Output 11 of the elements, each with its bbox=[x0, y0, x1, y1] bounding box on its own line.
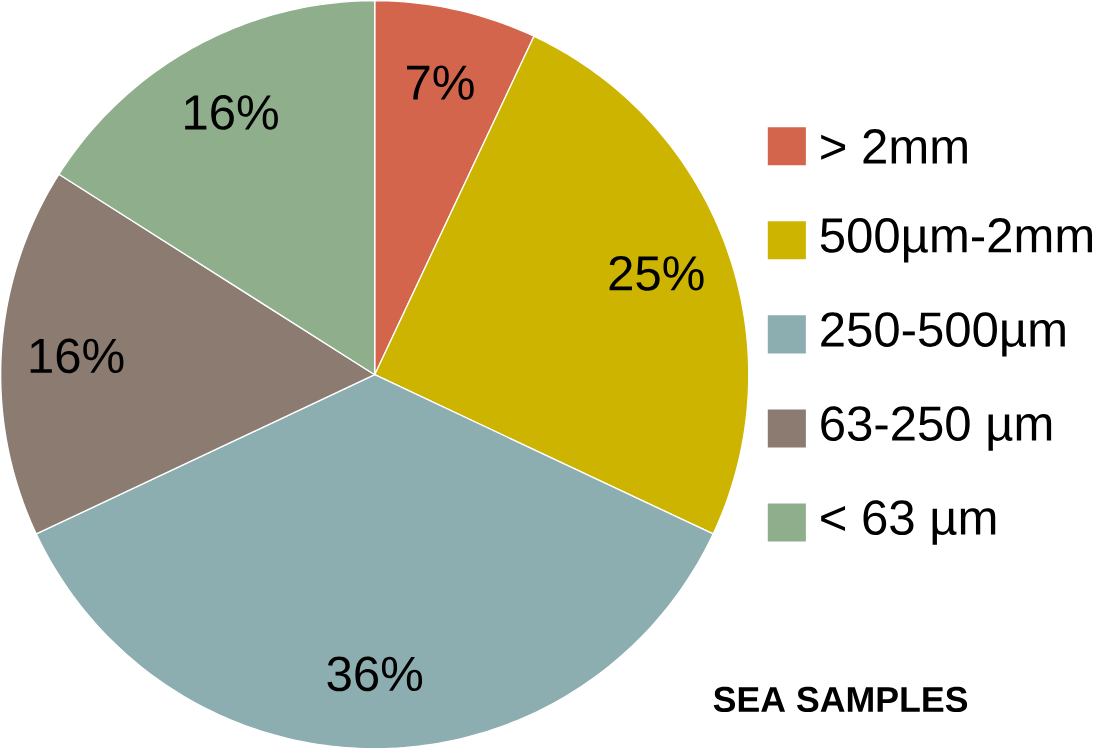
data-label: 7% bbox=[407, 65, 474, 100]
data-label: 16% bbox=[185, 94, 278, 130]
legend-label: 250-500µm bbox=[821, 311, 1065, 357]
legend-label: < 63 µm bbox=[821, 500, 996, 545]
legend-label: 63-250 µm bbox=[821, 406, 1052, 451]
data-label: 25% bbox=[609, 255, 704, 291]
text: SEA SAMPLES bbox=[713, 686, 968, 712]
data-label: 36% bbox=[327, 656, 423, 692]
legend-label: > 2mm bbox=[821, 128, 967, 164]
legend-label: 500µm-2mm bbox=[820, 217, 1093, 263]
data-label: 16% bbox=[30, 338, 124, 374]
